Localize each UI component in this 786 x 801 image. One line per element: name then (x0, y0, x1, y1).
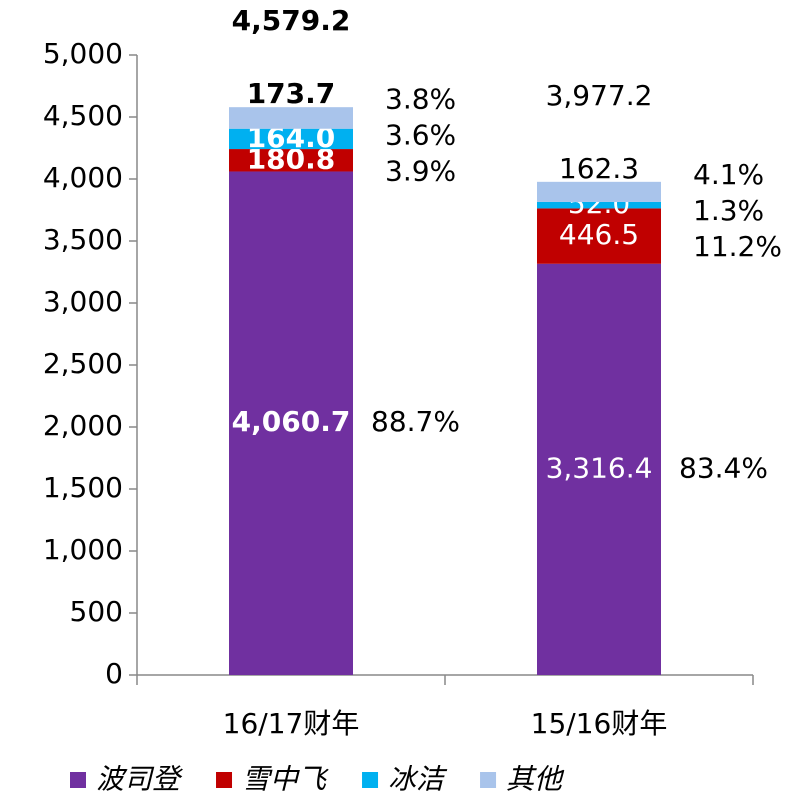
value-label: 446.5 (559, 218, 639, 251)
share-label: 4.1% (693, 158, 764, 191)
legend-label: 冰洁 (388, 763, 448, 796)
y-tick-label: 1,000 (43, 533, 123, 566)
y-tick-label: 0 (105, 657, 123, 690)
legend-label: 其他 (506, 763, 565, 796)
x-tick-label: 15/16财年 (531, 707, 668, 740)
legend-swatch (480, 772, 497, 788)
bar-segment (229, 149, 353, 172)
bar-segment (229, 128, 353, 150)
y-tick-label: 2,000 (43, 409, 123, 442)
total-label: 3,977.2 (546, 79, 653, 112)
share-label: 11.2% (693, 230, 782, 263)
y-tick-label: 4,000 (43, 161, 123, 194)
bar-segment (229, 171, 353, 675)
bar-segment (537, 263, 661, 675)
bar-segment (537, 181, 661, 202)
legend-swatch (362, 772, 379, 788)
y-tick-label: 3,500 (43, 223, 123, 256)
value-label: 162.3 (559, 152, 639, 185)
share-label: 1.3% (693, 194, 764, 227)
value-label: 4,060.7 (232, 405, 351, 438)
y-tick-label: 2,500 (43, 347, 123, 380)
legend-swatch (70, 772, 86, 788)
value-label: 173.7 (247, 77, 336, 110)
share-label: 3.9% (385, 154, 456, 187)
value-label: 3,316.4 (546, 451, 653, 484)
legend-swatch (216, 772, 233, 788)
y-tick-label: 5,000 (43, 37, 123, 70)
share-label: 88.7% (371, 405, 460, 438)
legend-label: 波司登 (96, 763, 183, 796)
share-label: 83.4% (679, 451, 768, 484)
bar-segment (229, 107, 353, 129)
share-label: 3.8% (385, 82, 456, 115)
bar-segment (537, 208, 661, 264)
y-tick-label: 500 (70, 595, 123, 628)
share-label: 3.6% (385, 118, 456, 151)
y-tick-label: 4,500 (43, 99, 123, 132)
y-tick-label: 3,000 (43, 285, 123, 318)
x-tick-label: 16/17财年 (223, 707, 360, 740)
bar-segment (537, 201, 661, 209)
y-tick-label: 1,500 (43, 471, 123, 504)
legend-label: 雪中飞 (242, 763, 329, 796)
total-label: 4,579.2 (232, 4, 351, 37)
